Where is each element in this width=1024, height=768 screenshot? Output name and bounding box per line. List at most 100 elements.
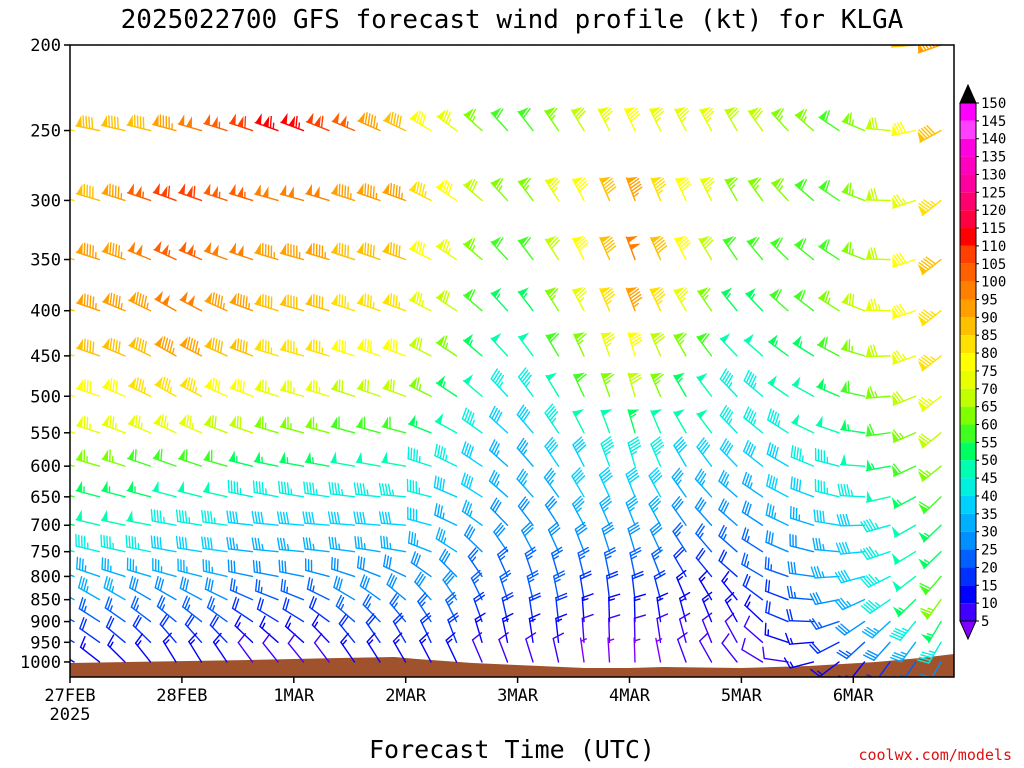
x-tick-label: 27FEB: [44, 686, 95, 706]
y-tick-label: 200: [30, 36, 61, 56]
wind-barb: [178, 241, 203, 261]
wind-barb: [917, 256, 942, 276]
wind-barb: [865, 490, 891, 503]
wind-barb: [447, 612, 459, 644]
wind-barb: [409, 110, 432, 132]
wind-barb: [126, 480, 152, 498]
wind-barb: [516, 468, 534, 498]
wind-barb: [154, 376, 177, 397]
wind-barb: [150, 508, 177, 526]
wind-barb: [278, 559, 305, 578]
colorbar-label: 20: [981, 560, 998, 576]
wind-barb: [631, 570, 644, 601]
wind-barb: [572, 436, 587, 467]
x-tick-sublabel: 2025: [50, 705, 91, 725]
wind-barb: [791, 413, 815, 434]
wind-barb: [464, 524, 483, 553]
colorbar-segment: [960, 299, 976, 318]
wind-barb: [524, 546, 537, 578]
wind-barb: [762, 646, 789, 663]
wind-barb: [625, 235, 641, 261]
wind-barb: [674, 235, 691, 261]
wind-barb: [463, 237, 483, 261]
wind-barb: [627, 521, 641, 553]
wind-barb: [435, 375, 458, 397]
colorbar-frame: [959, 102, 977, 622]
colorbar-label: 50: [981, 453, 998, 469]
y-tick-label: 900: [30, 613, 61, 633]
wind-barb: [673, 372, 687, 397]
wind-barb: [518, 367, 534, 397]
y-tick-label: 500: [30, 387, 61, 407]
wind-barb: [353, 511, 381, 526]
wind-barb: [463, 333, 483, 357]
wind-barb: [254, 293, 279, 312]
colorbar-segment: [960, 103, 976, 121]
wind-barb: [356, 242, 381, 261]
wind-barb: [419, 612, 432, 644]
wind-barb: [573, 372, 587, 397]
wind-barb: [228, 183, 254, 202]
wind-barb: [771, 177, 789, 202]
wind-barb: [229, 338, 254, 357]
wind-barb: [794, 108, 815, 132]
wind-barb: [865, 459, 891, 472]
wind-barb: [841, 241, 866, 261]
y-tick-label: 650: [30, 488, 61, 508]
colorbar-label: 55: [981, 435, 998, 451]
wind-barb: [262, 633, 279, 663]
wind-barb: [435, 238, 458, 261]
wind-barb: [673, 546, 687, 578]
wind-barb: [280, 578, 305, 601]
wind-barb: [746, 236, 764, 261]
wind-barb: [840, 339, 866, 357]
wind-barb: [463, 374, 483, 397]
wind-barb: [382, 182, 407, 202]
wind-barb: [741, 637, 764, 663]
wind-barb: [434, 413, 458, 434]
wind-barb: [650, 176, 667, 202]
wind-barb: [792, 335, 815, 357]
y-tick-label: 850: [30, 591, 61, 611]
wind-barb: [744, 594, 764, 623]
y-tick-label: 750: [30, 543, 61, 563]
wind-barb: [356, 416, 381, 434]
wind-barb: [91, 45, 101, 46]
colorbar-segment: [960, 138, 976, 157]
wind-barb: [793, 289, 815, 312]
wind-barb: [770, 236, 789, 261]
wind-barb: [101, 415, 126, 434]
wind-barb: [490, 287, 509, 312]
y-tick-label: 800: [30, 567, 61, 587]
plot-area: [70, 45, 954, 677]
wind-barb: [152, 114, 177, 132]
wind-barb: [892, 598, 917, 618]
wind-barb: [254, 113, 279, 132]
wind-barb: [279, 184, 305, 202]
wind-barb: [392, 632, 407, 663]
wind-barb: [501, 592, 514, 623]
wind-barb: [721, 287, 738, 312]
wind-barb: [490, 177, 509, 202]
wind-barb: [330, 379, 356, 397]
wind-barb: [771, 107, 789, 132]
wind-barb: [650, 436, 665, 467]
wind-barb: [543, 467, 560, 498]
wind-barb: [892, 303, 917, 320]
wind-barb: [378, 482, 407, 498]
wind-barb: [597, 106, 613, 132]
wind-barb: [718, 470, 738, 498]
wind-barb: [571, 235, 589, 261]
wind-barb: [104, 596, 126, 623]
wind-barb: [251, 537, 279, 553]
wind-barb: [130, 595, 152, 623]
wind-barb: [677, 632, 688, 663]
wind-barb: [599, 287, 616, 312]
wind-barb: [127, 448, 152, 467]
colorbar-segment: [960, 192, 976, 211]
colorbar-segment: [960, 388, 976, 407]
wind-barb: [696, 409, 713, 434]
wind-barb: [490, 332, 509, 357]
wind-barb: [175, 509, 203, 526]
wind-barb: [188, 632, 203, 663]
